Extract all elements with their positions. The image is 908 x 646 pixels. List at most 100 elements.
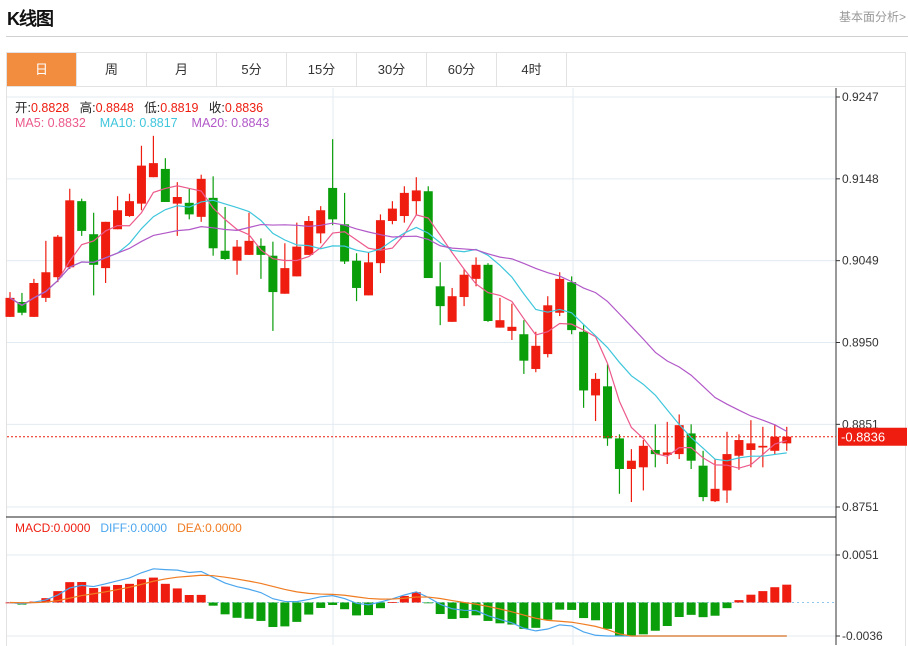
macd-histogram-bar	[698, 602, 708, 618]
ma20-value: MA20: 0.8843	[191, 116, 270, 130]
tab-5min[interactable]: 5分	[217, 53, 287, 86]
macd-histogram-bar	[662, 602, 672, 626]
macd-histogram-bar	[268, 602, 278, 628]
macd-histogram-bar	[375, 602, 385, 609]
candle-up	[459, 274, 469, 298]
macd-histogram-bar	[423, 602, 433, 604]
current-price-badge	[838, 427, 907, 446]
macd-histogram-bar	[136, 579, 146, 603]
ma5-line	[9, 185, 787, 469]
macd-histogram-bar	[626, 602, 636, 636]
candle-down	[340, 224, 350, 262]
macd-histogram-bar	[340, 602, 350, 610]
tab-day[interactable]: 日	[7, 53, 77, 86]
macd-histogram-bar	[567, 602, 577, 610]
candle-up	[292, 246, 302, 277]
macd-histogram-bar	[53, 591, 63, 603]
candle-up	[734, 440, 744, 456]
macd-histogram-bar	[591, 602, 601, 621]
macd-histogram-bar	[125, 583, 134, 603]
macd-histogram-bar	[603, 602, 612, 629]
candle-down	[650, 449, 660, 455]
candle-up	[29, 282, 39, 317]
price-axis: 0.92470.91480.90490.89500.88510.8751-0.8…	[7, 88, 907, 645]
candle-down	[208, 197, 218, 249]
candle-up	[507, 326, 517, 331]
low-label: 低:	[144, 101, 161, 115]
candle-up	[148, 163, 158, 178]
candle-up	[387, 208, 397, 221]
candle-up	[471, 264, 481, 279]
tab-30min[interactable]: 30分	[357, 53, 427, 86]
moving-averages	[9, 185, 788, 469]
macd-histogram-bar	[722, 602, 732, 609]
candle-up	[53, 236, 63, 278]
macd-panel	[5, 568, 836, 637]
candle-up	[125, 201, 134, 217]
macd-histogram-bar	[734, 600, 744, 603]
macd-histogram-bar	[148, 577, 158, 603]
macd-histogram-bar	[435, 602, 445, 615]
macd-histogram-bar	[758, 591, 768, 603]
macd-tick-label: 0.0051	[842, 548, 879, 562]
macd-histogram-bar	[447, 602, 457, 619]
current-price-label: -0.8836	[841, 430, 885, 445]
macd-value: MACD:0.0000	[15, 521, 91, 535]
diff-value: DIFF:0.0000	[100, 521, 168, 535]
macd-histogram-bar	[113, 584, 123, 603]
macd-histogram-bar	[650, 602, 660, 631]
macd-histogram-bar	[483, 602, 493, 621]
candle-down	[614, 438, 624, 469]
period-tabs: 日 周 月 5分 15分 30分 60分 4时	[6, 52, 906, 87]
tab-15min[interactable]: 15分	[287, 53, 357, 86]
macd-histogram-bar	[292, 602, 302, 622]
tab-4hour[interactable]: 4时	[497, 53, 567, 86]
candle-down	[17, 302, 27, 313]
candle-down	[352, 260, 362, 288]
price-tick-label: 0.9247	[842, 90, 879, 104]
candle-down	[603, 386, 612, 439]
candle-up	[399, 192, 409, 217]
candle-up	[447, 296, 457, 322]
candle-down	[579, 331, 589, 391]
macd-histogram-bar	[196, 594, 206, 603]
dea-line	[9, 574, 787, 637]
ma10-value: MA10: 0.8817	[99, 116, 178, 130]
macd-histogram-bar	[579, 602, 589, 619]
candle-up	[244, 240, 254, 255]
tab-60min[interactable]: 60分	[427, 53, 497, 86]
macd-histogram-bar	[364, 602, 373, 616]
macd-histogram-bar	[495, 602, 505, 624]
close-value: 0.8836	[224, 101, 264, 115]
macd-histogram-bar	[674, 602, 684, 618]
candle-up	[280, 268, 290, 294]
macd-histogram-bar	[387, 601, 397, 603]
tab-week[interactable]: 周	[77, 53, 147, 86]
candle-up	[710, 488, 720, 502]
candle-down	[77, 201, 87, 231]
macd-histogram-bar	[555, 602, 565, 610]
close-label: 收:	[208, 101, 225, 115]
fundamental-analysis-link[interactable]: 基本面分析>	[838, 10, 906, 24]
macd-legend: MACD:0.0000 DIFF:0.0000 DEA:0.0000	[15, 521, 242, 535]
candle-up	[555, 278, 565, 313]
macd-histogram-bar	[160, 583, 170, 603]
macd-histogram-bar	[77, 582, 87, 603]
macd-histogram-bar	[101, 586, 111, 603]
tab-month[interactable]: 月	[147, 53, 217, 86]
candle-up	[746, 443, 756, 450]
ma20-line	[9, 222, 788, 432]
macd-histogram-bar	[65, 582, 75, 603]
candle-up	[626, 460, 636, 469]
macd-histogram-bar	[328, 602, 338, 605]
macd-tick-label: -0.0036	[842, 629, 883, 643]
macd-histogram-bar	[686, 602, 696, 615]
macd-histogram-bar	[89, 588, 99, 603]
macd-histogram-bar	[352, 602, 362, 616]
candle-down	[220, 250, 230, 260]
macd-histogram-bar	[638, 602, 648, 635]
candle-up	[316, 210, 326, 234]
candle-up	[758, 445, 768, 448]
ma10-line	[9, 199, 787, 462]
